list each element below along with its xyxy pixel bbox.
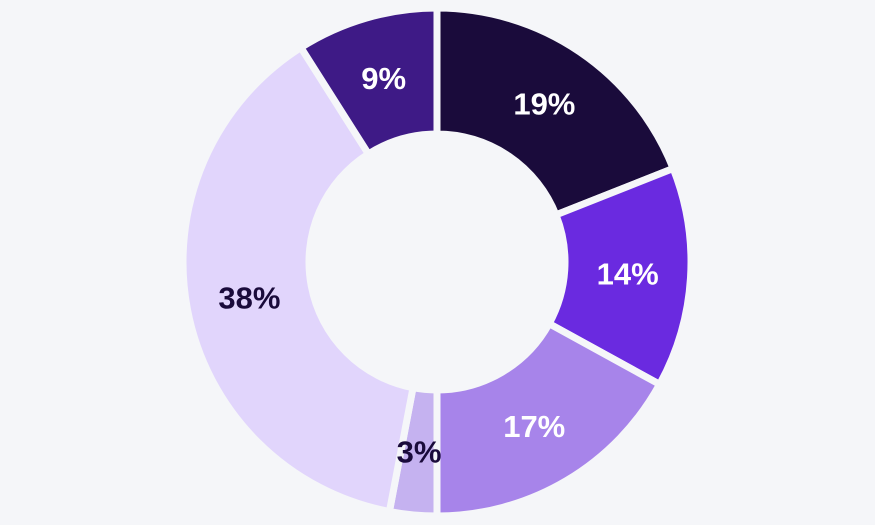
segment-label: 9%	[361, 61, 406, 96]
segment-label: 3%	[397, 435, 442, 470]
segment-label: 14%	[597, 256, 659, 291]
donut-segment	[297, 4, 441, 158]
segment-label: 17%	[503, 409, 565, 444]
donut-segment	[433, 320, 664, 520]
donut-segment	[433, 4, 677, 219]
donut-segment	[545, 164, 695, 388]
donut-segment	[179, 44, 417, 516]
segment-label: 19%	[513, 87, 575, 122]
segment-label: 38%	[218, 280, 280, 315]
